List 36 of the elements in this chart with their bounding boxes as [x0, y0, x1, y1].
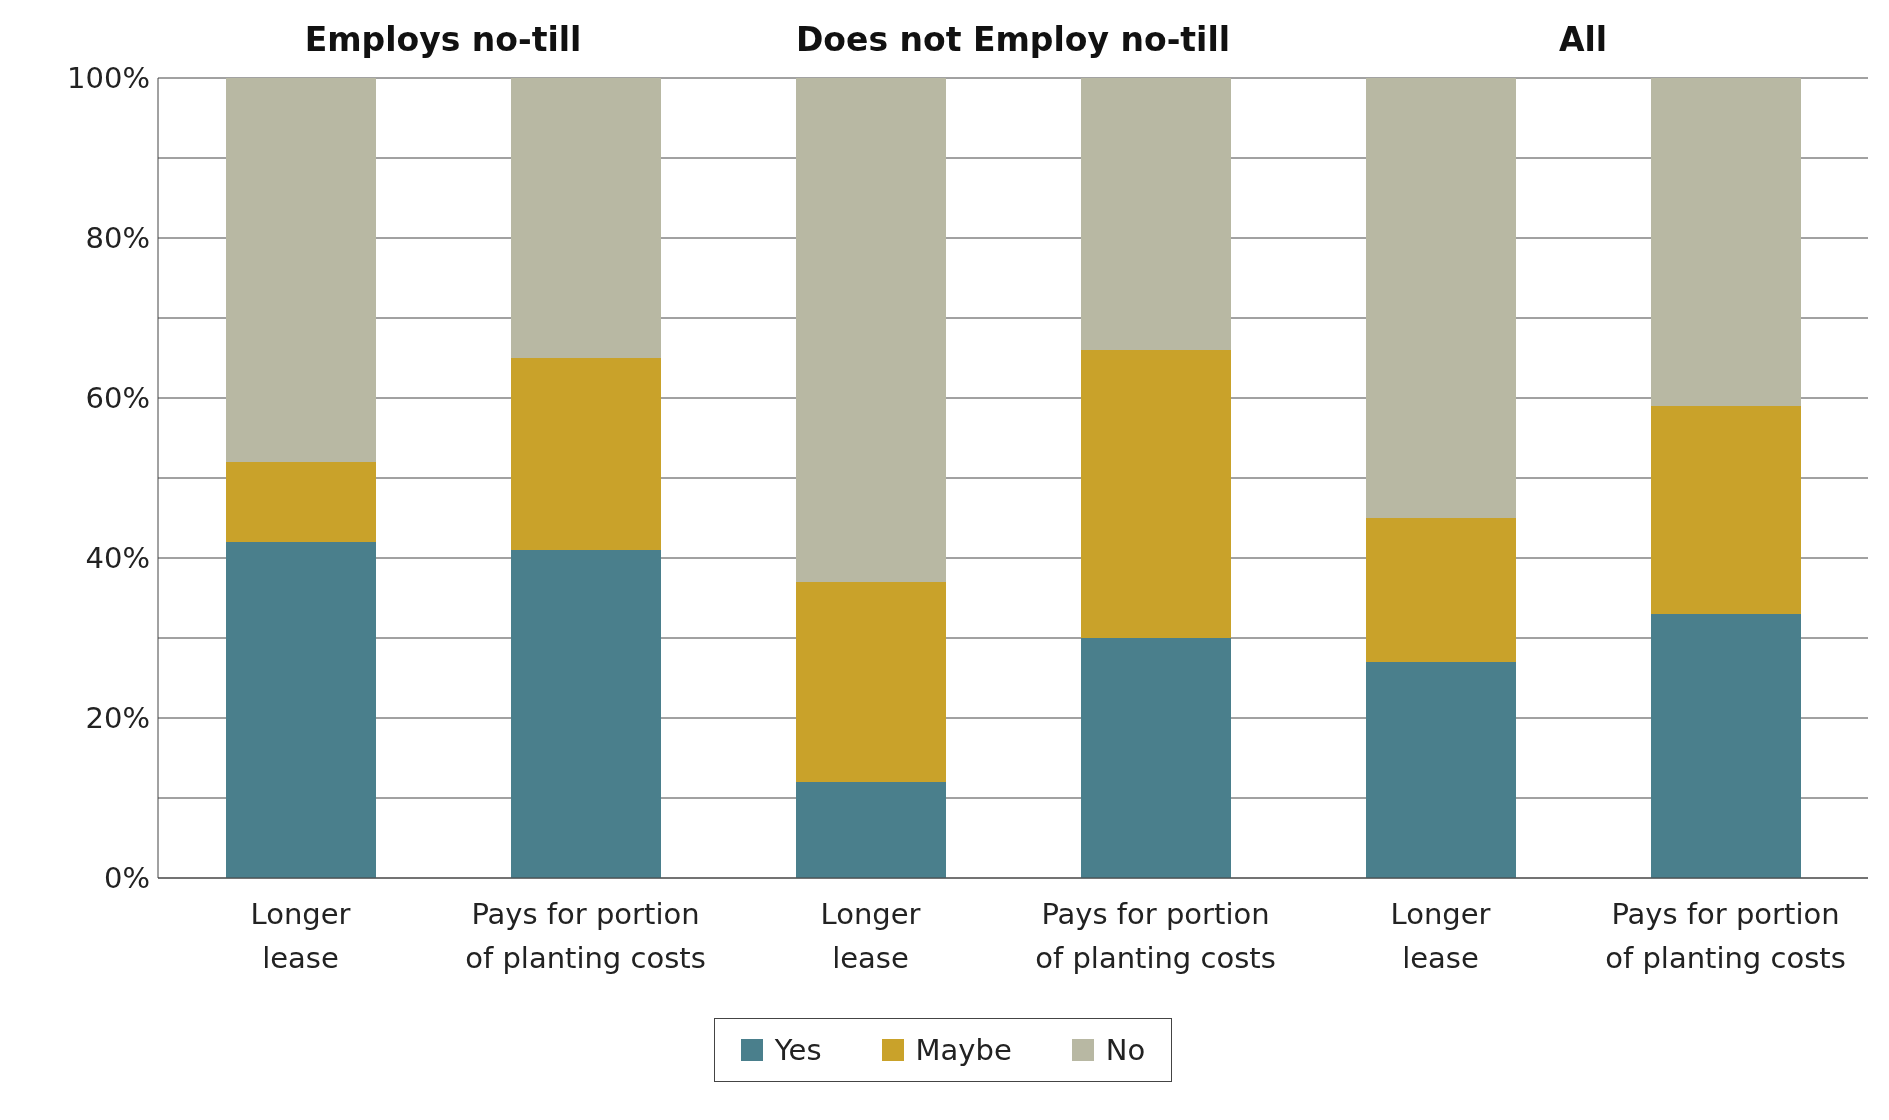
bar	[1081, 78, 1231, 350]
y-tick-label: 20%	[85, 701, 150, 736]
bar	[1081, 350, 1231, 638]
bar	[1651, 614, 1801, 878]
legend-label: Yes	[774, 1033, 822, 1067]
bar	[796, 782, 946, 878]
bar	[1651, 406, 1801, 614]
text: All	[1557, 20, 1609, 59]
bar	[1366, 78, 1516, 518]
bar	[1081, 638, 1231, 878]
bar	[796, 78, 946, 582]
bar	[511, 78, 661, 358]
y-tick-label: 60%	[85, 381, 150, 416]
bar	[1366, 518, 1516, 662]
legend-label: Maybe	[915, 1033, 1012, 1067]
bar	[511, 550, 661, 878]
bar	[511, 358, 661, 550]
text: Does not Employ no-till	[794, 20, 1232, 59]
x-tick-label: Longer lease	[820, 897, 921, 975]
y-tick-label: 80%	[85, 221, 150, 256]
bar	[226, 78, 376, 462]
bar	[796, 582, 946, 782]
text: Employs no-till	[303, 20, 583, 59]
x-tick-label: Pays for portion of planting costs	[465, 897, 706, 975]
legend-label: No	[1105, 1033, 1146, 1067]
bar	[226, 542, 376, 878]
x-tick-label: Pays for portion of planting costs	[1605, 897, 1846, 975]
x-tick-label: Longer lease	[250, 897, 351, 975]
bar	[1366, 662, 1516, 878]
x-tick-label: Pays for portion of planting costs	[1035, 897, 1276, 975]
y-tick-label: 40%	[85, 541, 150, 576]
bar	[226, 462, 376, 542]
x-tick-label: Longer lease	[1390, 897, 1491, 975]
y-tick-label: 100%	[67, 61, 150, 96]
y-tick-label: 0%	[103, 861, 150, 896]
bar	[1651, 78, 1801, 406]
